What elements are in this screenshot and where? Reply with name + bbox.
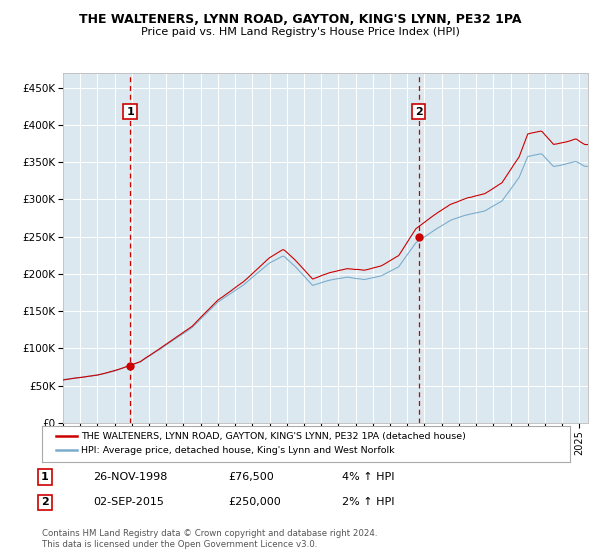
Legend: THE WALTENERS, LYNN ROAD, GAYTON, KING'S LYNN, PE32 1PA (detached house), HPI: A: THE WALTENERS, LYNN ROAD, GAYTON, KING'S… — [52, 428, 470, 459]
Text: THE WALTENERS, LYNN ROAD, GAYTON, KING'S LYNN, PE32 1PA: THE WALTENERS, LYNN ROAD, GAYTON, KING'S… — [79, 13, 521, 26]
Text: 2% ↑ HPI: 2% ↑ HPI — [342, 497, 395, 507]
Text: 2: 2 — [415, 106, 422, 116]
Text: Contains HM Land Registry data © Crown copyright and database right 2024.
This d: Contains HM Land Registry data © Crown c… — [42, 529, 377, 549]
Text: 26-NOV-1998: 26-NOV-1998 — [93, 472, 167, 482]
Text: 1: 1 — [41, 472, 49, 482]
Text: Price paid vs. HM Land Registry's House Price Index (HPI): Price paid vs. HM Land Registry's House … — [140, 27, 460, 37]
Text: 2: 2 — [41, 497, 49, 507]
Text: 1: 1 — [126, 106, 134, 116]
Text: £76,500: £76,500 — [228, 472, 274, 482]
Text: 02-SEP-2015: 02-SEP-2015 — [93, 497, 164, 507]
Text: £250,000: £250,000 — [228, 497, 281, 507]
Text: 4% ↑ HPI: 4% ↑ HPI — [342, 472, 395, 482]
